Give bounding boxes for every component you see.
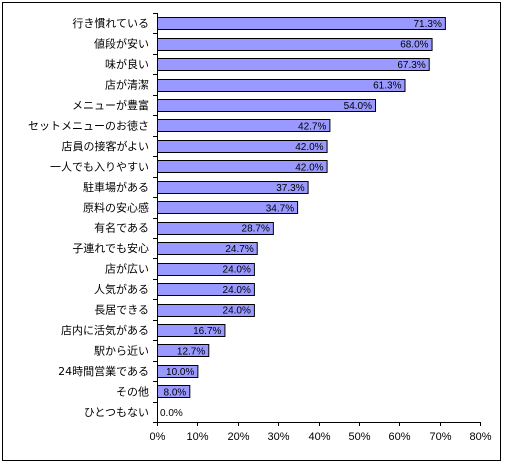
data-label: 0.0% [160, 408, 183, 419]
data-label: 8.0% [164, 387, 187, 398]
category-label: 原料の安心感 [83, 200, 149, 214]
category-label: 店が広い [105, 262, 149, 276]
category-label: 一人でも入りやすい [50, 160, 149, 173]
category-label: ひとつもない [84, 406, 149, 419]
bar [157, 304, 255, 317]
x-tick-label: 70% [429, 431, 451, 443]
category-label: 味が良い [105, 57, 149, 71]
bar [157, 38, 433, 51]
data-label: 37.3% [276, 183, 304, 194]
x-tick-label: 20% [227, 431, 249, 443]
data-label: 24.0% [223, 306, 251, 317]
data-label: 12.7% [177, 346, 205, 357]
bar [157, 79, 406, 92]
x-tick-label: 40% [308, 431, 330, 443]
data-label: 68.0% [400, 40, 428, 51]
data-label: 34.7% [266, 203, 294, 214]
data-label: 67.3% [397, 60, 425, 71]
category-label: 行き慣れている [72, 16, 149, 30]
data-label: 42.0% [295, 162, 323, 173]
category-label: 駐車場がある [83, 180, 149, 194]
category-label: 値段が安い [94, 37, 149, 51]
bar [157, 222, 274, 235]
bar [157, 324, 226, 337]
data-label: 28.7% [242, 224, 270, 235]
category-label: メニューが豊富 [72, 98, 149, 112]
x-tick-label: 80% [469, 431, 491, 443]
bar [157, 140, 328, 153]
category-label: 駅から近い [94, 344, 149, 357]
bar [157, 283, 255, 296]
category-label: その他 [116, 385, 149, 398]
data-label: 24.0% [223, 265, 251, 276]
x-tick-label: 0% [150, 431, 166, 443]
category-label: セットメニューのお徳さ [28, 119, 149, 132]
category-label: 24時間営業である [58, 364, 149, 378]
data-label: 10.0% [166, 367, 194, 378]
x-tick-label: 10% [186, 431, 208, 443]
bar [157, 160, 328, 173]
bar [157, 385, 191, 398]
bar [157, 58, 430, 71]
bar [157, 344, 210, 357]
x-tick-label: 30% [267, 431, 289, 443]
category-label: 子連れでも安心 [72, 241, 149, 255]
category-label: 長居できる [94, 304, 149, 317]
bar [157, 99, 377, 112]
bar [157, 17, 446, 30]
category-label: 有名である [94, 221, 149, 235]
x-tick-label: 50% [348, 431, 370, 443]
data-label: 42.7% [298, 121, 326, 132]
bar [157, 365, 199, 378]
data-label: 54.0% [344, 101, 372, 112]
bar [157, 263, 255, 276]
data-label: 71.3% [414, 19, 442, 30]
data-label: 42.0% [295, 142, 323, 153]
bar [157, 181, 309, 194]
category-label: 店が清潔 [105, 78, 149, 92]
category-label: 店員の接客がよい [62, 139, 149, 153]
category-label: 人気がある [94, 282, 149, 296]
data-label: 24.0% [223, 285, 251, 296]
bar [157, 242, 258, 255]
x-tick-label: 60% [388, 431, 410, 443]
bar [157, 119, 331, 132]
data-label: 16.7% [193, 326, 221, 337]
data-label: 24.7% [225, 244, 253, 255]
bar [157, 201, 299, 214]
category-label: 店内に活気がある [61, 323, 149, 337]
data-label: 61.3% [373, 81, 401, 92]
